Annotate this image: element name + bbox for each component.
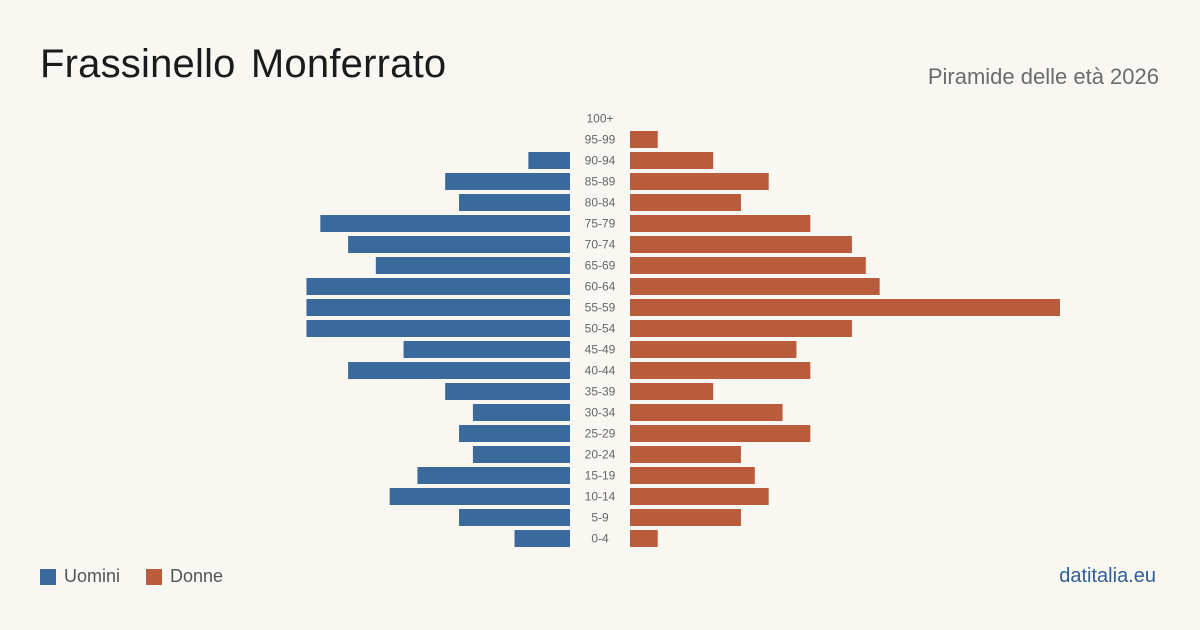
bar-women-30-34: [630, 404, 783, 421]
age-label-45-49: 45-49: [585, 343, 616, 357]
legend: Uomini Donne: [40, 566, 249, 587]
age-label-90-94: 90-94: [585, 154, 616, 168]
age-label-85-89: 85-89: [585, 175, 616, 189]
bar-men-30-34: [472, 404, 570, 421]
bar-women-20-24: [630, 446, 741, 463]
bar-men-45-49: [403, 341, 570, 358]
bar-men-80-84: [459, 194, 570, 211]
age-label-75-79: 75-79: [585, 217, 616, 231]
chart-subtitle: Piramide delle età 2026: [927, 64, 1159, 89]
bar-women-55-59: [630, 299, 1060, 316]
bar-women-75-79: [630, 215, 811, 232]
bar-men-60-64: [306, 278, 570, 295]
bar-women-0-4: [630, 530, 658, 547]
age-label-60-64: 60-64: [585, 280, 616, 294]
bar-men-0-4: [514, 530, 570, 547]
bar-women-25-29: [630, 425, 811, 442]
bar-men-15-19: [417, 467, 570, 484]
age-label-0-4: 0-4: [591, 532, 609, 546]
age-label-20-24: 20-24: [585, 448, 616, 462]
bar-men-35-39: [445, 383, 570, 400]
bar-men-75-79: [320, 215, 570, 232]
bar-women-10-14: [630, 488, 769, 505]
bar-women-65-69: [630, 257, 866, 274]
chart-title: Frassinello Monferrato: [40, 42, 447, 86]
legend-label-women: Donne: [170, 566, 224, 586]
bar-men-10-14: [389, 488, 570, 505]
age-label-100plus: 100+: [586, 112, 613, 126]
legend-swatch-women: [146, 568, 163, 585]
bar-men-70-74: [348, 236, 570, 253]
legend-item-men: Uomini: [40, 566, 120, 587]
age-label-15-19: 15-19: [585, 469, 616, 483]
bar-women-90-94: [630, 152, 714, 169]
bar-men-25-29: [459, 425, 570, 442]
bar-women-70-74: [630, 236, 852, 253]
bar-women-95-99: [630, 131, 658, 148]
age-label-5-9: 5-9: [591, 511, 609, 525]
bar-men-20-24: [472, 446, 570, 463]
age-label-70-74: 70-74: [585, 238, 616, 252]
bar-women-15-19: [630, 467, 755, 484]
brand-link[interactable]: datitalia.eu: [1059, 565, 1156, 587]
legend-label-men: Uomini: [64, 566, 121, 586]
age-label-10-14: 10-14: [585, 490, 616, 504]
bar-women-80-84: [630, 194, 741, 211]
bar-women-85-89: [630, 173, 769, 190]
bar-women-5-9: [630, 509, 741, 526]
legend-swatch-men: [40, 568, 56, 585]
age-label-50-54: 50-54: [585, 322, 616, 336]
age-label-95-99: 95-99: [585, 133, 616, 147]
age-label-80-84: 80-84: [585, 196, 616, 210]
age-label-55-59: 55-59: [585, 301, 616, 315]
legend-item-women: Donne: [146, 566, 223, 587]
bar-men-90-94: [528, 152, 570, 169]
bar-men-65-69: [375, 257, 570, 274]
bar-men-55-59: [306, 299, 570, 316]
bar-women-50-54: [630, 320, 852, 337]
bar-men-85-89: [445, 173, 570, 190]
age-label-30-34: 30-34: [585, 406, 616, 420]
age-label-25-29: 25-29: [585, 427, 616, 441]
age-label-35-39: 35-39: [585, 385, 616, 399]
bar-men-5-9: [459, 509, 570, 526]
age-label-40-44: 40-44: [585, 364, 616, 378]
bar-women-40-44: [630, 362, 811, 379]
bar-women-35-39: [630, 383, 714, 400]
bar-men-50-54: [306, 320, 570, 337]
bar-women-60-64: [630, 278, 880, 295]
bar-women-45-49: [630, 341, 797, 358]
bar-men-40-44: [348, 362, 570, 379]
age-label-65-69: 65-69: [585, 259, 616, 273]
